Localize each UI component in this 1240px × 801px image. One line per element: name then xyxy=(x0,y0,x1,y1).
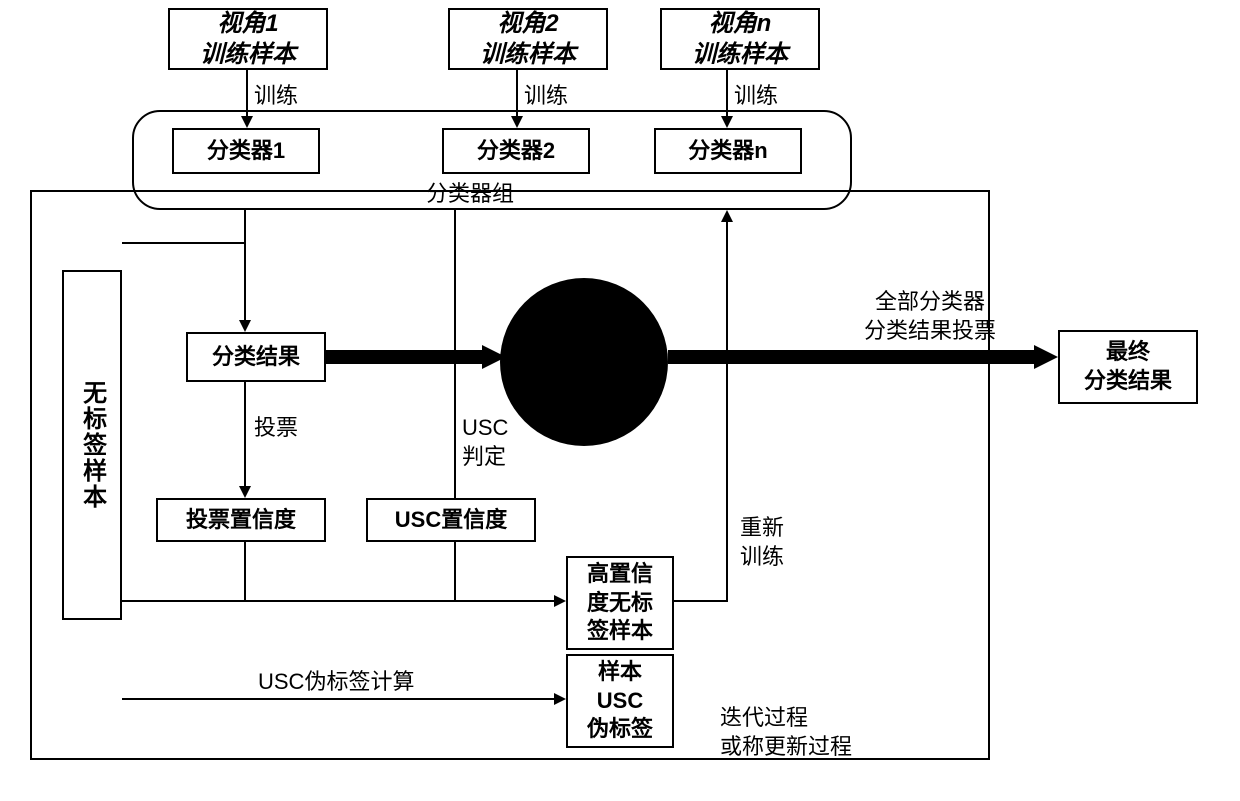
top-box-1-line1: 视角1 xyxy=(217,10,278,37)
vote-conf-box: 投票置信度 xyxy=(156,498,326,542)
classifier-2: 分类器2 xyxy=(442,128,590,174)
final-line2: 分类结果 xyxy=(1084,368,1172,393)
retrain-1: 重新 xyxy=(740,515,784,540)
vote-label: 投票 xyxy=(254,414,298,443)
sample-usc-line2: USC xyxy=(597,688,643,713)
result-text: 分类结果 xyxy=(212,343,300,372)
thick-arrow-2 xyxy=(668,350,1036,364)
top-box-n-line2: 训练样本 xyxy=(692,41,788,68)
classifier-n: 分类器n xyxy=(654,128,802,174)
top-box-2-line1: 视角2 xyxy=(497,10,558,37)
high-conf-line1: 高置信 xyxy=(587,561,653,586)
classifier-1: 分类器1 xyxy=(172,128,320,174)
usc-conf-box: USC置信度 xyxy=(366,498,536,542)
line-voteconf-down xyxy=(244,542,246,602)
classifier-n-text: 分类器n xyxy=(688,137,767,166)
final-box: 最终 分类结果 xyxy=(1058,330,1198,404)
train-label-1: 训练 xyxy=(254,82,298,111)
usc-decide-2: 判定 xyxy=(462,444,506,469)
right-label-2: 分类结果投票 xyxy=(864,318,996,343)
circle-node xyxy=(500,278,668,446)
line-high-right xyxy=(674,600,728,602)
line-center-down xyxy=(454,210,456,500)
high-conf-line2: 度无标 xyxy=(587,590,653,615)
retrain-label: 重新 训练 xyxy=(740,514,784,571)
vertical-text: 无标签样本 xyxy=(76,380,107,510)
line-retrain-up-head xyxy=(721,210,733,222)
top-box-n-line1: 视角n xyxy=(709,10,772,37)
arrow-result-down xyxy=(244,382,246,486)
line-vbox-to-usc xyxy=(122,698,554,700)
right-label: 全部分类器 分类结果投票 xyxy=(864,288,996,345)
vote-conf-text: 投票置信度 xyxy=(186,506,296,535)
sample-usc-line1: 样本 xyxy=(598,659,642,684)
outer-container xyxy=(30,190,990,760)
right-label-1: 全部分类器 xyxy=(875,289,985,314)
final-line1: 最终 xyxy=(1106,339,1150,364)
high-conf-line3: 签样本 xyxy=(587,618,653,643)
line-container-down-head xyxy=(239,320,251,332)
sample-usc-box: 样本 USC 伪标签 xyxy=(566,654,674,748)
line-retrain-up xyxy=(726,222,728,602)
thick-arrow-2-head xyxy=(1034,345,1058,369)
result-box: 分类结果 xyxy=(186,332,326,382)
usc-pseudo-label: USC伪标签计算 xyxy=(258,668,414,697)
usc-decide-label: USC 判定 xyxy=(462,414,508,471)
iterate-label: 迭代过程 或称更新过程 xyxy=(720,704,852,761)
arrow-result-down-head xyxy=(239,486,251,498)
line-container-down xyxy=(244,210,246,320)
vertical-box: 无标签样本 xyxy=(62,270,122,620)
line-vbox-to-high-head xyxy=(554,595,566,607)
line-uscconf-down xyxy=(454,542,456,602)
sample-usc-line3: 伪标签 xyxy=(587,716,653,741)
top-box-2: 视角2 训练样本 xyxy=(448,8,608,70)
iterate-1: 迭代过程 xyxy=(720,705,808,730)
thick-arrow-1 xyxy=(326,350,484,364)
top-box-2-line2: 训练样本 xyxy=(480,41,576,68)
train-label-n: 训练 xyxy=(734,82,778,111)
top-box-n: 视角n 训练样本 xyxy=(660,8,820,70)
top-box-1-line2: 训练样本 xyxy=(200,41,296,68)
line-vbox-h xyxy=(122,242,246,244)
line-vbox-to-usc-head xyxy=(554,693,566,705)
top-box-1: 视角1 训练样本 xyxy=(168,8,328,70)
line-vbox-to-high xyxy=(122,600,554,602)
high-conf-box: 高置信 度无标 签样本 xyxy=(566,556,674,650)
retrain-2: 训练 xyxy=(740,544,784,569)
classifier-2-text: 分类器2 xyxy=(477,137,555,166)
iterate-2: 或称更新过程 xyxy=(720,734,852,759)
usc-decide-1: USC xyxy=(462,415,508,440)
usc-conf-text: USC置信度 xyxy=(395,506,507,535)
classifier-1-text: 分类器1 xyxy=(207,137,285,166)
train-label-2: 训练 xyxy=(524,82,568,111)
